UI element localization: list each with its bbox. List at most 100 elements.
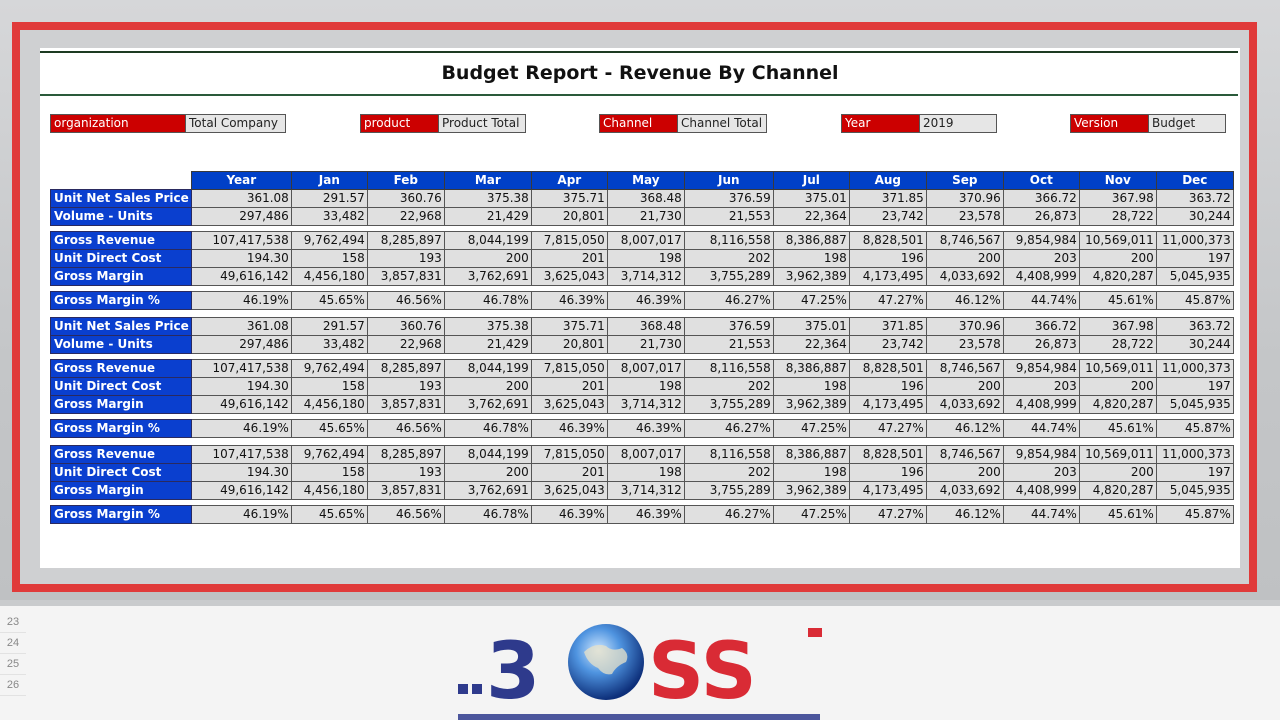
table-cell[interactable]: 8,828,501 [848, 445, 927, 464]
filter-value[interactable]: Channel Total [677, 115, 766, 132]
table-cell[interactable]: 8,285,897 [366, 359, 445, 378]
table-cell[interactable]: 201 [530, 377, 608, 396]
table-cell[interactable]: 7,815,050 [530, 359, 608, 378]
table-cell[interactable]: 4,408,999 [1002, 395, 1080, 414]
table-cell[interactable]: 3,714,312 [606, 267, 685, 286]
table-cell[interactable]: 3,962,389 [772, 481, 850, 500]
table-cell[interactable]: 3,625,043 [530, 267, 608, 286]
filter-value[interactable]: Budget [1148, 115, 1225, 132]
table-cell[interactable]: 46.56% [366, 291, 445, 310]
table-cell[interactable]: 3,755,289 [683, 395, 774, 414]
table-cell[interactable]: 200 [925, 463, 1004, 482]
table-cell[interactable]: 193 [366, 377, 445, 396]
table-cell[interactable]: 360.76 [366, 317, 445, 336]
table-cell[interactable]: 44.74% [1002, 505, 1080, 524]
table-cell[interactable]: 375.71 [530, 189, 608, 208]
table-cell[interactable]: 9,762,494 [290, 445, 368, 464]
table-cell[interactable]: 297,486 [190, 335, 292, 354]
table-cell[interactable]: 375.71 [530, 317, 608, 336]
table-cell[interactable]: 4,408,999 [1002, 267, 1080, 286]
table-cell[interactable]: 46.78% [443, 419, 532, 438]
table-cell[interactable]: 21,429 [443, 207, 532, 226]
table-cell[interactable]: 21,553 [683, 207, 774, 226]
table-cell[interactable]: 8,828,501 [848, 359, 927, 378]
table-cell[interactable]: 107,417,538 [190, 445, 292, 464]
table-cell[interactable]: 8,386,887 [772, 445, 850, 464]
filter-value[interactable]: 2019 [919, 115, 996, 132]
table-cell[interactable]: 11,000,373 [1155, 231, 1234, 250]
table-cell[interactable]: 201 [530, 463, 608, 482]
table-cell[interactable]: 8,007,017 [606, 231, 685, 250]
table-cell[interactable]: 197 [1155, 377, 1234, 396]
table-cell[interactable]: 3,857,831 [366, 267, 445, 286]
table-cell[interactable]: 202 [683, 377, 774, 396]
table-cell[interactable]: 46.12% [925, 291, 1004, 310]
table-cell[interactable]: 201 [530, 249, 608, 268]
table-cell[interactable]: 363.72 [1155, 189, 1234, 208]
table-cell[interactable]: 198 [606, 377, 685, 396]
table-cell[interactable]: 291.57 [290, 189, 368, 208]
table-cell[interactable]: 200 [443, 463, 532, 482]
table-cell[interactable]: 21,730 [606, 207, 685, 226]
table-cell[interactable]: 49,616,142 [190, 395, 292, 414]
table-cell[interactable]: 3,755,289 [683, 267, 774, 286]
table-cell[interactable]: 4,820,287 [1078, 395, 1157, 414]
table-cell[interactable]: 370.96 [925, 189, 1004, 208]
table-cell[interactable]: 194.30 [190, 249, 292, 268]
table-cell[interactable]: 8,285,897 [366, 445, 445, 464]
table-cell[interactable]: 291.57 [290, 317, 368, 336]
table-cell[interactable]: 4,456,180 [290, 481, 368, 500]
table-cell[interactable]: 46.39% [606, 505, 685, 524]
table-cell[interactable]: 45.87% [1155, 291, 1234, 310]
table-cell[interactable]: 368.48 [606, 317, 685, 336]
table-cell[interactable]: 46.12% [925, 419, 1004, 438]
table-cell[interactable]: 49,616,142 [190, 481, 292, 500]
table-cell[interactable]: 26,873 [1002, 335, 1080, 354]
table-cell[interactable]: 367.98 [1078, 317, 1157, 336]
table-cell[interactable]: 203 [1002, 463, 1080, 482]
filter-value[interactable]: Total Company [185, 115, 285, 132]
table-cell[interactable]: 22,968 [366, 207, 445, 226]
table-cell[interactable]: 3,714,312 [606, 481, 685, 500]
table-cell[interactable]: 158 [290, 463, 368, 482]
table-cell[interactable]: 5,045,935 [1155, 267, 1234, 286]
table-cell[interactable]: 370.96 [925, 317, 1004, 336]
table-cell[interactable]: 4,820,287 [1078, 481, 1157, 500]
table-cell[interactable]: 297,486 [190, 207, 292, 226]
table-cell[interactable]: 30,244 [1155, 335, 1234, 354]
table-cell[interactable]: 4,456,180 [290, 395, 368, 414]
table-cell[interactable]: 200 [443, 249, 532, 268]
table-cell[interactable]: 47.27% [848, 419, 927, 438]
table-cell[interactable]: 366.72 [1002, 317, 1080, 336]
table-cell[interactable]: 198 [606, 463, 685, 482]
table-cell[interactable]: 21,429 [443, 335, 532, 354]
table-cell[interactable]: 23,578 [925, 335, 1004, 354]
filter-version[interactable]: Version Budget [1070, 114, 1226, 133]
table-cell[interactable]: 46.39% [530, 505, 608, 524]
table-cell[interactable]: 8,007,017 [606, 445, 685, 464]
table-cell[interactable]: 23,742 [848, 207, 927, 226]
table-cell[interactable]: 4,408,999 [1002, 481, 1080, 500]
table-cell[interactable]: 8,285,897 [366, 231, 445, 250]
table-cell[interactable]: 198 [772, 249, 850, 268]
table-cell[interactable]: 158 [290, 377, 368, 396]
table-cell[interactable]: 8,116,558 [683, 359, 774, 378]
table-cell[interactable]: 200 [443, 377, 532, 396]
table-cell[interactable]: 360.76 [366, 189, 445, 208]
table-cell[interactable]: 107,417,538 [190, 359, 292, 378]
table-cell[interactable]: 203 [1002, 377, 1080, 396]
table-cell[interactable]: 8,746,567 [925, 445, 1004, 464]
table-cell[interactable]: 47.25% [772, 419, 850, 438]
table-cell[interactable]: 3,625,043 [530, 395, 608, 414]
table-cell[interactable]: 4,033,692 [925, 267, 1004, 286]
table-cell[interactable]: 3,762,691 [443, 267, 532, 286]
table-cell[interactable]: 375.38 [443, 189, 532, 208]
table-cell[interactable]: 46.19% [190, 419, 292, 438]
table-cell[interactable]: 47.27% [848, 505, 927, 524]
table-cell[interactable]: 22,364 [772, 335, 850, 354]
table-cell[interactable]: 30,244 [1155, 207, 1234, 226]
filter-product[interactable]: product Product Total [360, 114, 526, 133]
table-cell[interactable]: 8,386,887 [772, 359, 850, 378]
table-cell[interactable]: 46.39% [530, 291, 608, 310]
table-cell[interactable]: 198 [772, 463, 850, 482]
